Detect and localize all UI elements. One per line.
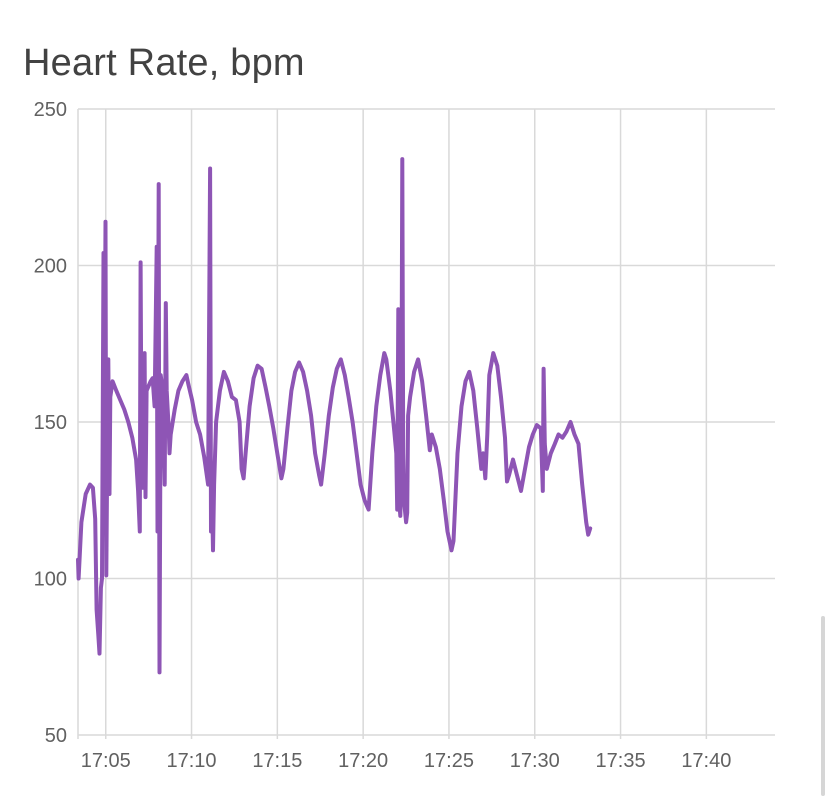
x-tick-label: 17:15 xyxy=(252,750,302,772)
y-axis-ticks: 250 200 150 100 50 xyxy=(34,99,67,747)
x-tick-label: 17:05 xyxy=(81,750,131,772)
x-tick-label: 17:30 xyxy=(510,750,560,772)
x-tick-label: 17:40 xyxy=(681,750,731,772)
x-tick-label: 17:25 xyxy=(424,750,474,772)
series-layer xyxy=(76,157,593,675)
chart-title: Heart Rate, bpm xyxy=(23,42,305,84)
y-tick-label: 200 xyxy=(34,256,67,278)
heart-rate-series-line xyxy=(76,157,593,675)
x-tick-label: 17:20 xyxy=(338,750,388,772)
y-tick-label: 150 xyxy=(34,412,67,434)
y-tick-label: 50 xyxy=(45,725,67,747)
y-tick-label: 100 xyxy=(34,569,67,591)
y-tick-label: 250 xyxy=(34,99,67,121)
x-axis-ticks: 17:05 17:10 17:15 17:20 17:25 17:30 17:35 17:40 xyxy=(81,750,732,772)
x-tick-label: 17:35 xyxy=(596,750,646,772)
x-tick-label: 17:10 xyxy=(167,750,217,772)
vertical-scrollbar[interactable] xyxy=(821,616,825,796)
